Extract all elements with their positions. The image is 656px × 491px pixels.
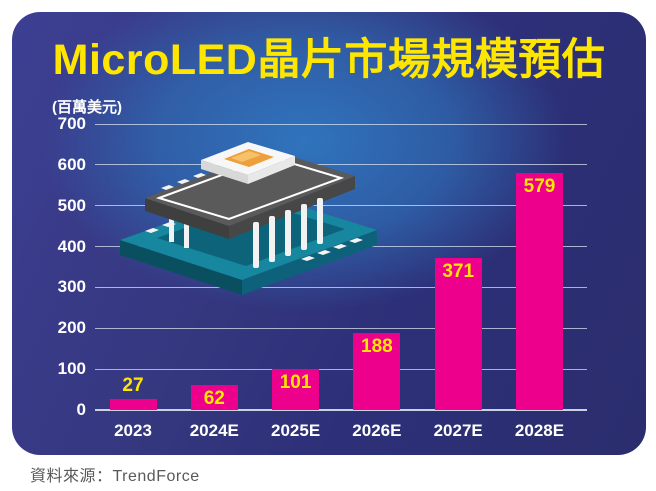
chip-pin — [169, 210, 174, 242]
bar-chart: 0 100 200 300 400 500 600 700 27 2023 62 2024E 101 20… — [12, 12, 646, 455]
pcb-pad — [145, 228, 159, 233]
bar-value-label: 371 — [442, 261, 475, 283]
chip-pad — [177, 179, 190, 184]
gridline — [95, 205, 587, 207]
chip-stack-illustration — [120, 142, 377, 295]
y-axis-tick-label: 200 — [57, 318, 86, 338]
chip-pin — [269, 216, 275, 262]
chip-pin — [184, 216, 189, 248]
led-emitter-highlight — [231, 151, 261, 162]
led-right-face — [248, 156, 295, 184]
chip-pin — [253, 222, 259, 268]
gridline — [95, 164, 587, 166]
pcb-pad — [349, 238, 363, 243]
pcb-inner-panel — [157, 202, 345, 266]
gridline — [95, 368, 587, 370]
bar — [272, 368, 320, 410]
bar — [109, 398, 157, 410]
chip-pad — [193, 173, 206, 178]
pcb-pad — [333, 244, 347, 249]
y-axis-tick-label: 700 — [57, 114, 86, 133]
chip-right-face — [229, 176, 355, 239]
y-axis-tick-label: 300 — [57, 277, 86, 297]
y-axis-tick-label: 500 — [57, 195, 86, 215]
y-axis-tick-label: 100 — [57, 359, 86, 379]
pcb-pad — [301, 256, 315, 261]
chip-pin — [317, 198, 323, 244]
x-axis-category-label: 2027E — [433, 421, 483, 440]
chart-title: MicroLED晶片市場規模預估 — [52, 36, 606, 84]
y-axis-tick-label: 0 — [76, 400, 86, 419]
x-axis-category-label: 2023 — [114, 421, 152, 440]
chip-top-face — [145, 150, 355, 226]
bar-value-label: 579 — [523, 176, 556, 198]
bar — [434, 258, 482, 410]
y-axis-tick-label: 400 — [57, 236, 86, 256]
bar-value-label: 188 — [361, 336, 393, 358]
gridline — [95, 409, 587, 411]
y-axis-unit-label: (百萬美元) — [52, 99, 122, 116]
led-left-face — [201, 160, 248, 184]
chip-pin — [285, 210, 291, 256]
x-axis-category-label: 2026E — [352, 421, 402, 440]
bar — [516, 173, 563, 410]
bar-value-label: 62 — [203, 387, 225, 409]
chip-left-face — [145, 198, 229, 239]
bar-value-label: 27 — [122, 374, 144, 396]
bar-value-label: 101 — [279, 371, 312, 393]
gridline — [95, 286, 587, 288]
bar — [190, 384, 238, 410]
gridline — [95, 123, 587, 125]
x-axis-category-label: 2025E — [271, 421, 321, 440]
gridline — [95, 327, 587, 329]
chart-card: MicroLED晶片市場規模預估 (百萬美元) 0 100 200 300 400 500… — [12, 12, 646, 455]
chip-pin — [301, 204, 307, 250]
source-attribution: 資料來源：TrendForce — [30, 468, 200, 485]
x-axis-category-label: 2024E — [189, 421, 239, 440]
bar — [353, 333, 401, 410]
chip-pad — [161, 185, 174, 190]
y-axis-tick-label: 600 — [57, 154, 86, 174]
pcb-left-face — [120, 240, 242, 295]
x-axis-category-label: 2028E — [514, 421, 565, 440]
pcb-pad — [317, 250, 331, 255]
